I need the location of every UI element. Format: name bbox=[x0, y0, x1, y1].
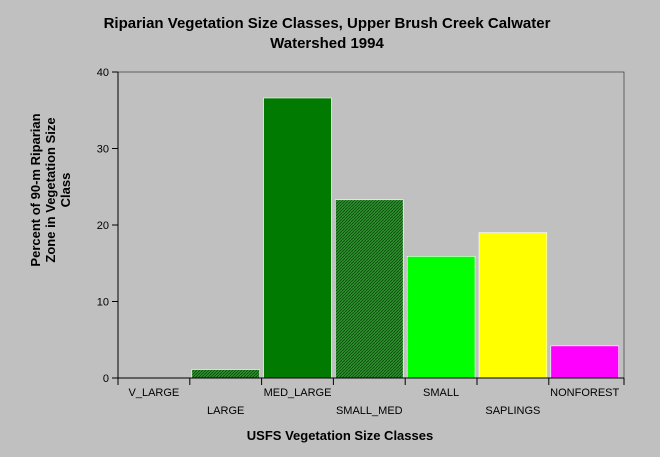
x-tick-label: NONFOREST bbox=[550, 387, 619, 399]
y-axis-title-line-1: Percent of 90-m Riparian bbox=[28, 113, 43, 266]
bar-med-large bbox=[263, 97, 332, 379]
x-tick-label: SMALL_MED bbox=[336, 405, 403, 417]
bar-large bbox=[191, 369, 260, 379]
y-tick-label: 30 bbox=[97, 144, 109, 156]
x-tick-label: MED_LARGE bbox=[264, 387, 332, 399]
x-tick-label: LARGE bbox=[207, 405, 244, 417]
chart-title-line-1: Riparian Vegetation Size Classes, Upper … bbox=[104, 15, 551, 32]
y-tick-label: 40 bbox=[97, 67, 109, 79]
bars bbox=[191, 97, 619, 379]
y-axis-ticks: 0 10 20 30 40 bbox=[97, 67, 118, 385]
x-axis-title: USFS Vegetation Size Classes bbox=[247, 428, 433, 443]
x-tick-label: SMALL bbox=[423, 387, 459, 399]
y-tick-label: 0 bbox=[103, 373, 109, 385]
x-axis-ticks: V_LARGE LARGE MED_LARGE SMALL_MED SMALL SAPLI… bbox=[117, 378, 625, 417]
x-tick-label: V_LARGE bbox=[129, 387, 180, 399]
bar-small bbox=[406, 256, 476, 379]
y-tick-label: 10 bbox=[97, 297, 109, 309]
bar-nonforest bbox=[550, 345, 619, 379]
chart-title-line-2: Watershed 1994 bbox=[270, 35, 384, 52]
bar-small-med bbox=[335, 199, 404, 379]
bar-saplings bbox=[478, 232, 548, 379]
y-axis-title-line-3: Class bbox=[58, 173, 73, 208]
y-tick-label: 20 bbox=[97, 220, 109, 232]
x-tick-label: SAPLINGS bbox=[485, 405, 540, 417]
y-axis-title-line-2: Zone in Vegetation Size bbox=[43, 117, 58, 262]
